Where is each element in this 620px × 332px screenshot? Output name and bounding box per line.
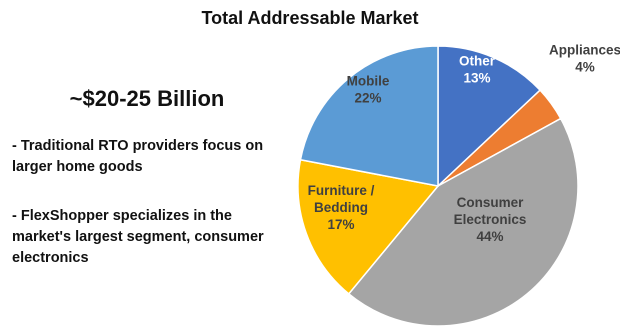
chart-title: Total Addressable Market: [201, 8, 419, 28]
slice-label-consumer-electronics: Consumer Electronics 44%: [454, 195, 527, 244]
bullet-flexshopper: - FlexShopper specializes in the market'…: [12, 208, 264, 266]
pie-slice-furniture-bedding: [297, 158, 440, 295]
slice-label-furniture-bedding: Furniture / Bedding 17%: [308, 183, 375, 232]
pie-slice-other: [437, 45, 542, 188]
slice-label-mobile: Mobile 22%: [347, 74, 390, 106]
bullet-rto-providers: - Traditional RTO providers focus on lar…: [12, 138, 264, 175]
pie-slice-consumer-electronics: [347, 117, 579, 327]
slice-label-other: Other 13%: [459, 54, 496, 86]
slice-label-appliances: Appliances 4%: [549, 43, 620, 75]
market-size-headline: ~$20-25 Billion: [69, 86, 225, 111]
pie-slice-mobile: [299, 45, 439, 187]
